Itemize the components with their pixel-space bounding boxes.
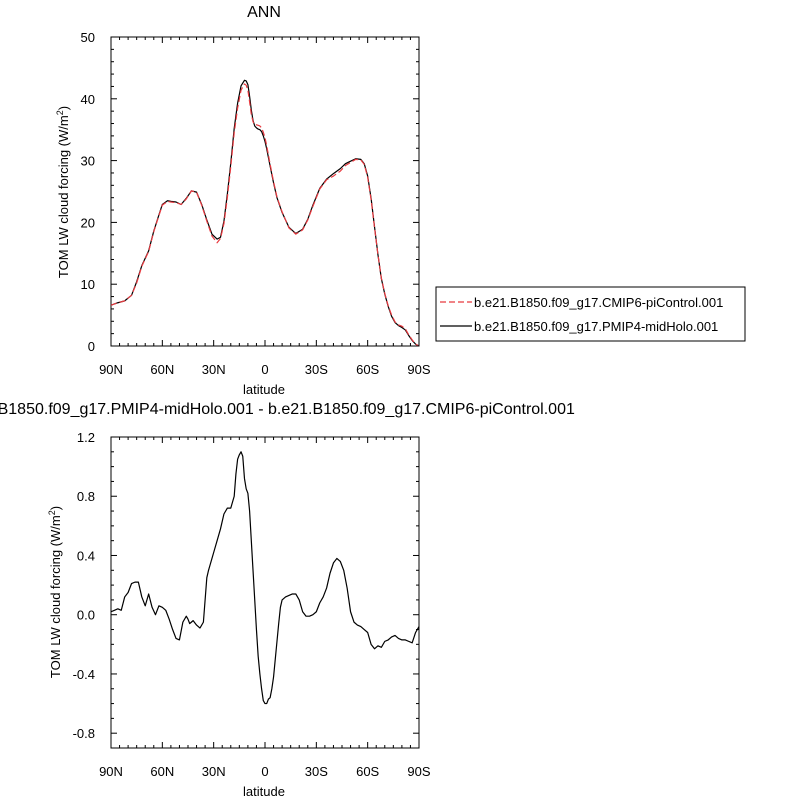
y-tick-label: -0.4 [73,667,95,682]
legend-box [435,286,746,342]
bottom-panel: b.e21.B1850.f09_g17.PMIP4-midHolo.001 - … [0,401,575,799]
y-tick-label: 50 [81,30,95,45]
top-chart-title: ANN [247,4,281,21]
x-tick-label: 0 [261,764,268,779]
x-tick-label: 30N [202,764,226,779]
x-tick-label: 30S [305,764,328,779]
y-tick-label: 10 [81,277,95,292]
series-line-0 [110,83,420,347]
y-tick-label: 20 [81,215,95,230]
top-panel: ANN 0 10 20 30 40 50 90N 60N 30N 0 30S 60S 90S lati… [55,4,431,397]
y-tick-label: 0.0 [77,608,95,623]
x-tick-label: 60N [150,764,174,779]
x-tick-label: 90N [99,362,123,377]
legend: b.e21.B1850.f09_g17.CMIP6-piControl.001 … [435,286,746,342]
x-tick-label: 90S [407,362,430,377]
top-plot-frame [110,36,420,347]
x-tick-label: 60N [150,362,174,377]
bottom-chart-title: b.e21.B1850.f09_g17.PMIP4-midHolo.001 - … [0,401,575,418]
top-y-axis-label: TOM LW cloud forcing (W/m2) [55,106,71,278]
y-tick-label: 0 [88,339,95,354]
series-line-0 [110,451,420,705]
y-tick-label: 30 [81,154,95,169]
bottom-x-axis-label: latitude [243,784,285,799]
bottom-y-axis-label: TOM LW cloud forcing (W/m2) [47,506,63,678]
y-tick-label: 0.4 [77,548,95,563]
x-tick-label: 60S [356,764,379,779]
y-tick-label: 0.8 [77,489,95,504]
y-tick-label: 40 [81,92,95,107]
y-tick-label: 1.2 [77,430,95,445]
x-tick-label: 30N [202,362,226,377]
x-tick-label: 90N [99,764,123,779]
y-tick-label: -0.8 [73,726,95,741]
x-tick-label: 60S [356,362,379,377]
x-tick-label: 90S [407,764,430,779]
bottom-plot-frame [110,436,420,749]
x-tick-label: 30S [305,362,328,377]
legend-label-midholo: b.e21.B1850.f09_g17.PMIP4-midHolo.001 [474,319,718,334]
x-tick-label: 0 [261,362,268,377]
top-x-axis-label: latitude [243,382,285,397]
legend-label-picontrol: b.e21.B1850.f09_g17.CMIP6-piControl.001 [474,295,723,310]
